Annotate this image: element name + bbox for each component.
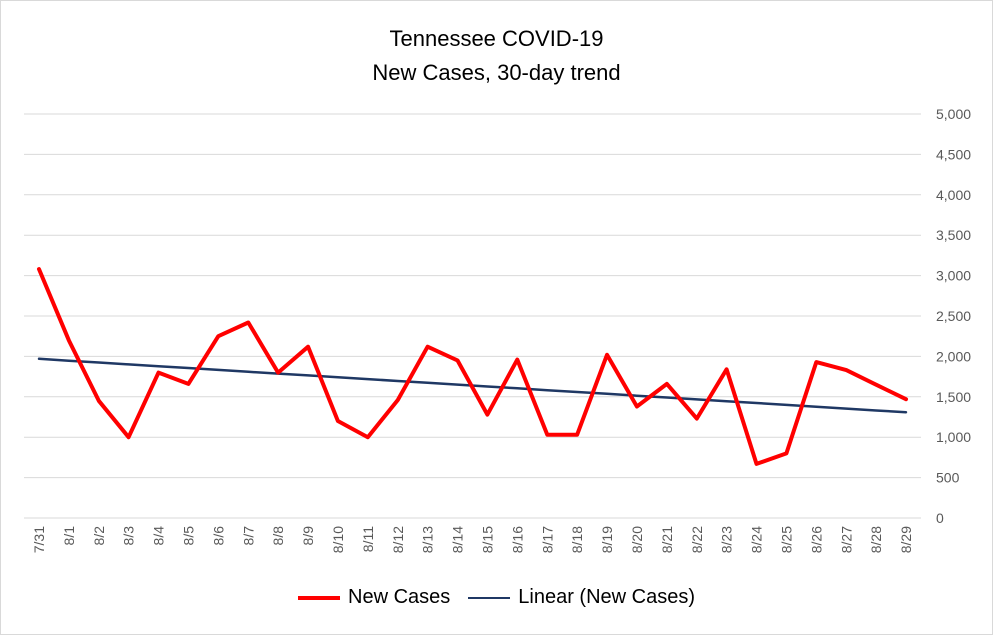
x-tick-label: 8/5	[180, 526, 196, 546]
y-tick-label: 2,500	[936, 308, 971, 324]
x-tick-label: 8/8	[270, 526, 286, 546]
y-tick-label: 0	[936, 510, 944, 526]
x-tick-label: 8/6	[210, 526, 226, 546]
x-tick-label: 8/16	[509, 526, 525, 553]
y-tick-label: 2,000	[936, 348, 971, 364]
x-tick-label: 8/12	[390, 526, 406, 553]
x-tick-label: 8/1	[61, 526, 77, 546]
series-line-new-cases	[37, 267, 908, 466]
x-tick-label: 8/23	[719, 526, 735, 553]
x-tick-label: 8/11	[360, 526, 376, 552]
gridlines	[24, 113, 921, 519]
x-tick-label: 8/18	[569, 526, 585, 553]
x-tick-label: 8/28	[868, 526, 884, 553]
y-axis-ticks: 0 500 1,000 1,500 2,000 2,500 3,000 3,500 4,000 4…	[936, 106, 971, 526]
x-tick-label: 8/21	[659, 526, 675, 553]
x-tick-label: 8/10	[330, 526, 346, 553]
legend-label-new-cases: New Cases	[348, 586, 451, 608]
x-tick-label: 8/3	[121, 526, 137, 546]
x-tick-label: 8/9	[300, 526, 316, 546]
y-tick-label: 4,500	[936, 146, 971, 162]
x-axis-ticks: 7/31 8/1 8/2 8/3 8/4 8/5 8/6 8/7 8/8 8/9 8/10 8/11 8…	[31, 526, 914, 553]
y-tick-label: 5,000	[936, 106, 971, 122]
x-tick-label: 8/26	[808, 526, 824, 553]
legend-label-linear-trend: Linear (New Cases)	[518, 586, 695, 608]
chart-title: Tennessee COVID-19	[389, 26, 604, 51]
x-tick-label: 8/13	[420, 526, 436, 553]
x-tick-label: 8/15	[479, 526, 495, 553]
y-tick-label: 1,500	[936, 389, 971, 405]
chart-subtitle: New Cases, 30-day trend	[372, 60, 621, 85]
x-tick-label: 8/14	[450, 526, 466, 553]
legend-swatch-new-cases	[298, 595, 340, 600]
y-tick-label: 500	[936, 470, 960, 486]
x-tick-label: 8/7	[240, 526, 256, 546]
x-tick-label: 7/31	[31, 526, 47, 553]
series-group	[37, 267, 908, 466]
x-tick-label: 8/27	[838, 526, 854, 553]
legend-item-new-cases: New Cases	[298, 586, 450, 609]
x-tick-label: 8/25	[778, 526, 794, 553]
y-tick-label: 4,000	[936, 187, 971, 203]
x-tick-label: 8/17	[539, 526, 555, 553]
y-tick-label: 3,000	[936, 268, 971, 284]
legend-item-linear-trend: Linear (New Cases)	[468, 586, 695, 609]
x-tick-label: 8/4	[151, 526, 167, 546]
x-tick-label: 8/29	[898, 526, 914, 553]
x-tick-label: 8/24	[749, 526, 765, 553]
legend-swatch-linear-trend	[468, 596, 511, 599]
legend: New Cases Linear (New Cases)	[1, 586, 992, 609]
x-tick-label: 8/20	[629, 526, 645, 553]
x-tick-label: 8/19	[599, 526, 615, 553]
y-tick-label: 1,000	[936, 429, 971, 445]
y-tick-label: 3,500	[936, 227, 971, 243]
x-tick-label: 8/22	[689, 526, 705, 553]
x-tick-label: 8/2	[91, 526, 107, 546]
